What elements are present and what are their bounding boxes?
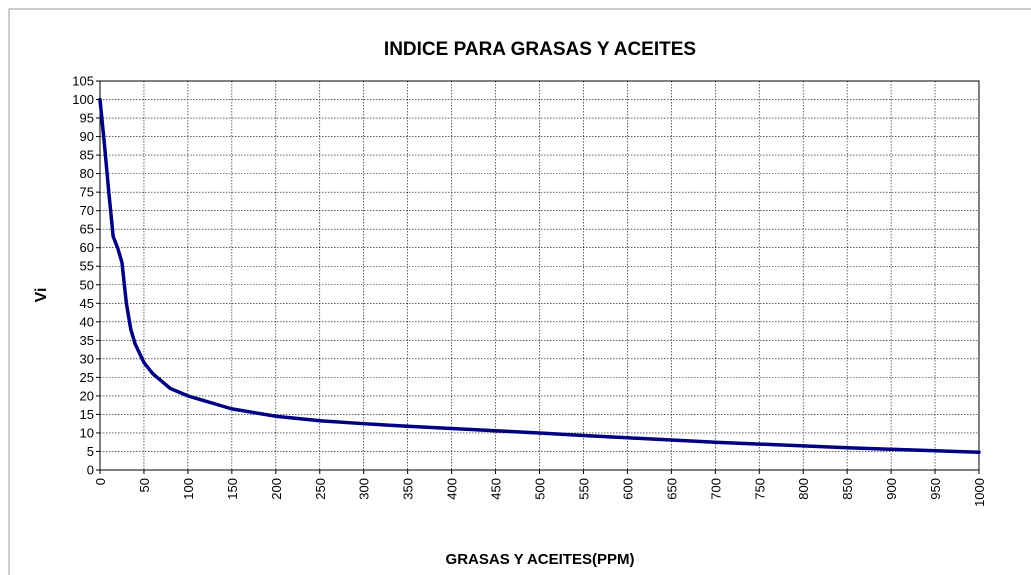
x-tick-label: 350 [401,478,416,500]
y-tick-label: 15 [80,407,94,422]
x-tick-label: 800 [796,478,811,500]
y-tick-label: 40 [80,314,94,329]
y-tick-label: 45 [80,296,94,311]
x-tick-label: 850 [840,478,855,500]
plot-border [99,80,980,471]
y-tick-label: 0 [87,463,94,478]
y-tick-label: 10 [80,425,94,440]
x-tick-label: 250 [313,478,328,500]
y-tick-label: 90 [80,129,94,144]
y-tick-label: 95 [80,111,94,126]
x-tick-label: 300 [357,478,372,500]
x-tick-label: 1000 [972,478,987,507]
x-tick-label: 0 [93,478,108,485]
y-tick-label: 70 [80,203,94,218]
x-tick-label: 650 [664,478,679,500]
y-tick-label: 75 [80,185,94,200]
y-tick-label: 30 [80,351,94,366]
x-tick-label: 900 [884,478,899,500]
x-tick-label: 700 [708,478,723,500]
y-tick-label: 20 [80,388,94,403]
y-tick-label: 100 [72,92,94,107]
y-tick-label: 5 [87,444,94,459]
x-tick-label: 450 [489,478,504,500]
x-axis-label: GRASAS Y ACEITES(PPM) [446,551,635,568]
y-tick-label: 25 [80,370,94,385]
x-tick-label: 550 [576,478,591,500]
y-tick-label: 105 [72,74,94,89]
x-tick-label: 400 [445,478,460,500]
x-tick-label: 950 [928,478,943,500]
y-tick-label: 55 [80,259,94,274]
y-tick-label: 35 [80,333,94,348]
x-tick-label: 100 [181,478,196,500]
y-tick-label: 50 [80,277,94,292]
y-tick-label: 85 [80,148,94,163]
x-tick-label: 500 [533,478,548,500]
data-line [98,97,981,454]
y-tick-label: 80 [80,166,94,181]
x-tick-label: 150 [225,478,240,500]
x-tick-label: 200 [269,478,284,500]
x-tick-label: 750 [752,478,767,500]
y-tick-label: 60 [80,240,94,255]
x-tick-label: 600 [620,478,635,500]
chart-frame [8,8,1031,575]
x-tick-label: 50 [137,478,152,492]
chart-title: INDICE PARA GRASAS Y ACEITES [384,39,696,60]
y-tick-label: 65 [80,222,94,237]
y-axis-label: Vi [33,288,50,303]
